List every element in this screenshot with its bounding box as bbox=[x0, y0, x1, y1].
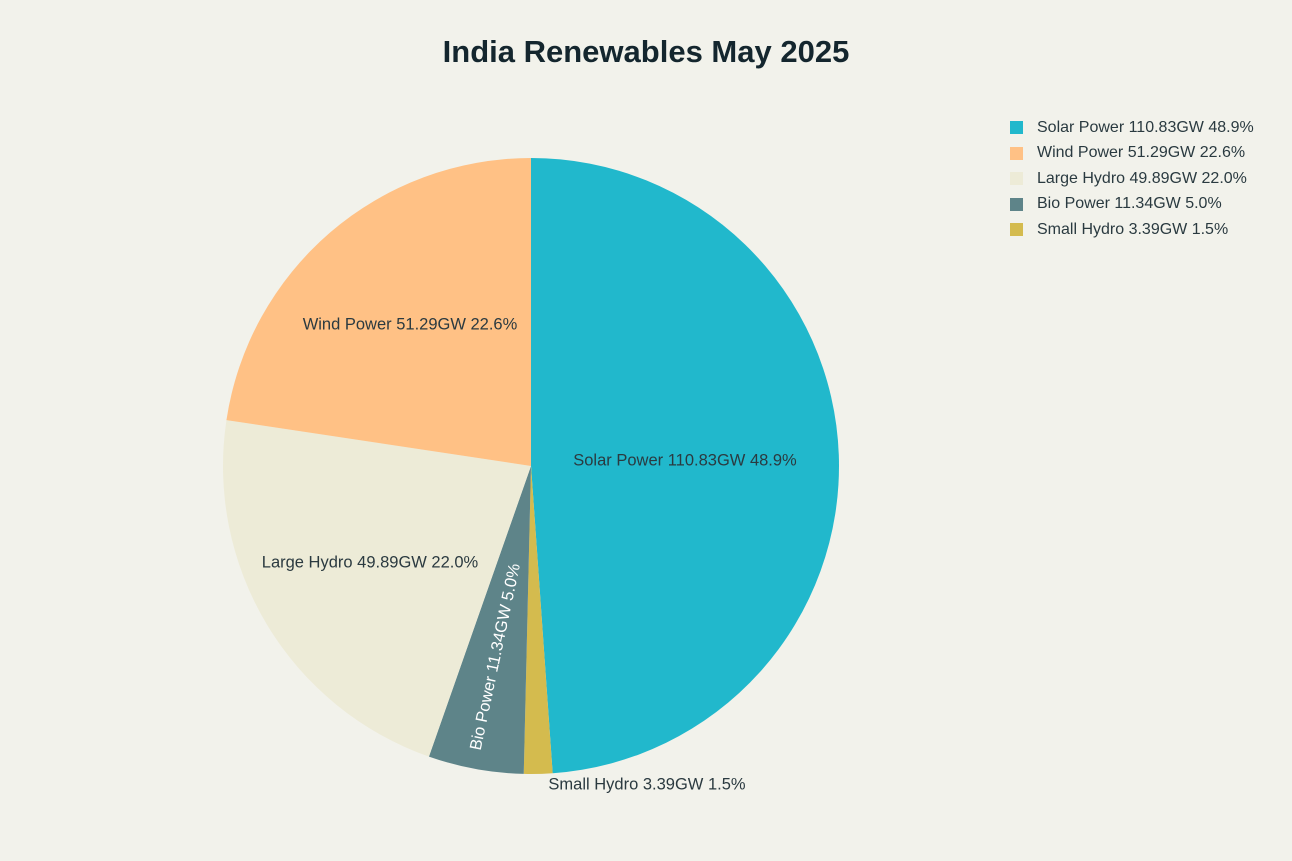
legend-swatch bbox=[1010, 197, 1023, 211]
legend-item-solar-power[interactable]: Solar Power 110.83GW 48.9% bbox=[1010, 115, 1254, 141]
legend-label: Solar Power 110.83GW 48.9% bbox=[1037, 118, 1254, 136]
legend-item-large-hydro[interactable]: Large Hydro 49.89GW 22.0% bbox=[1010, 166, 1254, 192]
pie-slice-small-hydro bbox=[523, 466, 553, 774]
pie-slice-bio-power bbox=[428, 466, 531, 774]
legend-label: Bio Power 11.34GW 5.0% bbox=[1037, 195, 1222, 213]
legend: Solar Power 110.83GW 48.9% Wind Power 51.… bbox=[1010, 115, 1254, 243]
legend-swatch bbox=[1010, 146, 1023, 160]
slice-label-small-hydro: Small Hydro 3.39GW 1.5% bbox=[548, 775, 745, 793]
legend-label: Wind Power 51.29GW 22.6% bbox=[1037, 144, 1246, 162]
legend-label: Large Hydro 49.89GW 22.0% bbox=[1037, 169, 1247, 187]
chart-title: India Renewables May 2025 bbox=[442, 34, 850, 69]
legend-item-small-hydro[interactable]: Small Hydro 3.39GW 1.5% bbox=[1010, 217, 1254, 243]
legend-swatch bbox=[1010, 223, 1023, 237]
slice-label-solar-power: Solar Power 110.83GW 48.9% bbox=[573, 451, 797, 469]
slice-label-wind-power: Wind Power 51.29GW 22.6% bbox=[303, 315, 518, 333]
legend-swatch bbox=[1010, 172, 1023, 186]
legend-swatch bbox=[1010, 121, 1023, 135]
slice-label-large-hydro: Large Hydro 49.89GW 22.0% bbox=[262, 553, 479, 571]
pie-slice-solar-power bbox=[531, 158, 840, 774]
legend-label: Small Hydro 3.39GW 1.5% bbox=[1037, 220, 1229, 238]
pie-slice-large-hydro bbox=[223, 420, 531, 757]
legend-item-bio-power[interactable]: Bio Power 11.34GW 5.0% bbox=[1010, 192, 1254, 218]
pie-slice-wind-power bbox=[226, 158, 532, 466]
pie-slices bbox=[223, 158, 840, 774]
legend-item-wind-power[interactable]: Wind Power 51.29GW 22.6% bbox=[1010, 141, 1254, 167]
